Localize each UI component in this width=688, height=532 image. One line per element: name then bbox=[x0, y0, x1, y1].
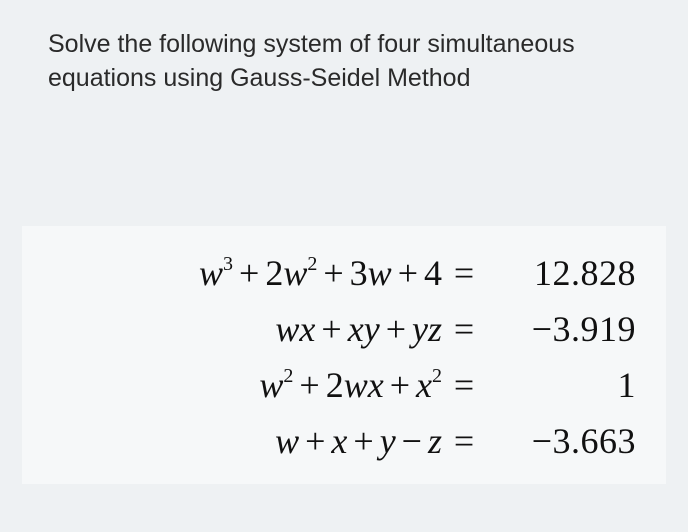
equals-sign: = bbox=[442, 252, 486, 294]
equation-lhs: w+x+y−z bbox=[52, 420, 442, 462]
equation-row: w3+2w2+3w+4 = 12.828 bbox=[52, 252, 636, 294]
equation-row: wx+xy+yz = −3.919 bbox=[52, 308, 636, 350]
equation-rhs: 1 bbox=[486, 364, 636, 406]
equals-sign: = bbox=[442, 308, 486, 350]
equation-rhs: −3.919 bbox=[486, 308, 636, 350]
equation-lhs: wx+xy+yz bbox=[52, 308, 442, 350]
equation-rhs: 12.828 bbox=[486, 252, 636, 294]
equation-rhs: −3.663 bbox=[486, 420, 636, 462]
equations-panel: w3+2w2+3w+4 = 12.828 wx+xy+yz = −3.919 w… bbox=[22, 226, 666, 484]
equation-row: w2+2wx+x2 = 1 bbox=[52, 364, 636, 406]
equals-sign: = bbox=[442, 364, 486, 406]
equals-sign: = bbox=[442, 420, 486, 462]
equation-lhs: w2+2wx+x2 bbox=[52, 364, 442, 406]
equation-row: w+x+y−z = −3.663 bbox=[52, 420, 636, 462]
page: Solve the following system of four simul… bbox=[0, 0, 688, 532]
equation-lhs: w3+2w2+3w+4 bbox=[52, 252, 442, 294]
problem-statement: Solve the following system of four simul… bbox=[48, 28, 628, 96]
